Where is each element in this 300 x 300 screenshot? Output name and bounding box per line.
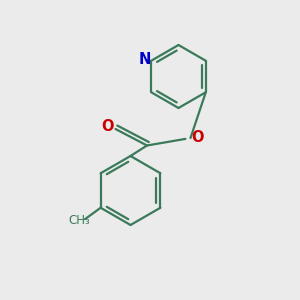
Text: O: O (191, 130, 204, 145)
Text: CH₃: CH₃ (68, 214, 90, 227)
Text: N: N (138, 52, 151, 67)
Text: O: O (102, 119, 114, 134)
